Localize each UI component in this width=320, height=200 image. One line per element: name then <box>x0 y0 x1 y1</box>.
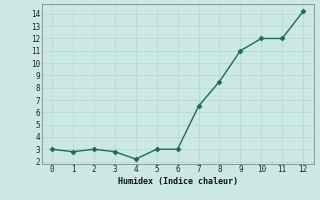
X-axis label: Humidex (Indice chaleur): Humidex (Indice chaleur) <box>118 177 237 186</box>
